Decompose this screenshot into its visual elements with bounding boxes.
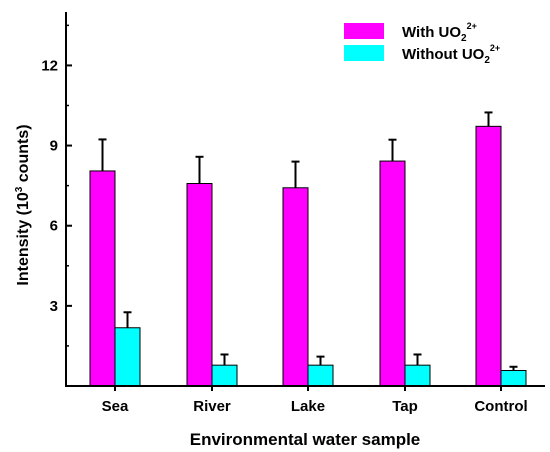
legend-label-without: Without UO22+ — [402, 43, 500, 66]
bar-with-tap — [379, 160, 406, 387]
y-tick-label: 9 — [50, 138, 58, 155]
legend-swatch-without — [344, 45, 384, 61]
x-tick-label: Sea — [102, 398, 129, 415]
bars-layer — [89, 111, 527, 387]
x-tick-label: Lake — [291, 398, 325, 415]
y-axis-title-main: Intensity (10 — [15, 192, 32, 285]
legend-without-sub: 2 — [484, 55, 490, 66]
bar-with-lake — [282, 187, 309, 387]
legend-with-sub: 2 — [461, 33, 467, 44]
legend-label-with: With UO22+ — [402, 21, 477, 44]
legend: With UO22+ Without UO22+ — [344, 21, 500, 66]
x-tick-label: Tap — [392, 398, 418, 415]
x-axis-title: Environmental water sample — [190, 430, 421, 449]
y-tick-label: 3 — [50, 298, 58, 315]
bar-without-control — [500, 370, 527, 387]
legend-without-main: Without UO — [402, 46, 485, 63]
bar-without-sea — [114, 327, 141, 387]
y-axis-title: Intensity (103 counts) — [14, 124, 32, 285]
x-tick-label: Control — [474, 398, 527, 415]
y-tick-label: 6 — [50, 218, 58, 235]
legend-swatch-with — [344, 23, 384, 39]
y-tick-label: 12 — [41, 57, 58, 74]
bar-with-control — [475, 125, 502, 387]
y-axis-title-sup: 3 — [14, 186, 25, 192]
bar-without-tap — [404, 364, 431, 387]
legend-with-sup: 2+ — [467, 21, 477, 31]
y-axis-title-tail: counts) — [15, 124, 32, 186]
legend-without-sup: 2+ — [490, 43, 500, 53]
bar-with-sea — [89, 170, 116, 387]
bar-with-river — [186, 183, 213, 387]
bar-without-lake — [307, 364, 334, 387]
bar-without-river — [211, 364, 238, 387]
x-tick-label: River — [193, 398, 231, 415]
legend-with-main: With UO — [402, 24, 461, 41]
